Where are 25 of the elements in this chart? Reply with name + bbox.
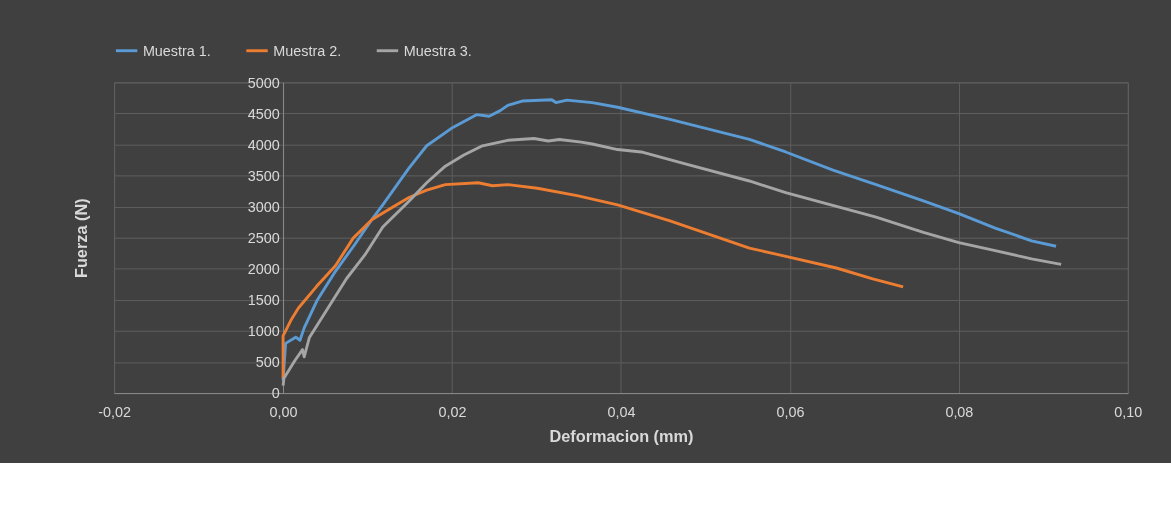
- x-tick-label: 0,10: [1114, 403, 1143, 420]
- y-tick-label: 500: [255, 354, 280, 371]
- legend-label: Muestra 1.: [142, 42, 211, 59]
- y-tick-label: 0: [271, 385, 280, 402]
- x-tick-label: 0,08: [945, 403, 974, 420]
- legend-label: Muestra 2.: [273, 42, 342, 59]
- y-tick-label: 4000: [247, 136, 280, 153]
- legend-label: Muestra 3.: [403, 42, 472, 59]
- y-tick-label: 3500: [247, 167, 280, 184]
- line-series: [281, 137, 1063, 388]
- x-tick-label: 0,02: [438, 403, 467, 420]
- y-axis-title: Fuerza (N): [71, 198, 90, 279]
- y-tick-label: 3000: [247, 198, 280, 215]
- y-tick-label: 2500: [247, 230, 280, 247]
- x-tick-label: 0,04: [607, 403, 636, 420]
- y-tick-label: 5000: [247, 74, 280, 91]
- x-axis-title: Deformacion (mm): [549, 426, 694, 445]
- line-series: [281, 181, 905, 380]
- x-tick-label: 0,00: [269, 403, 298, 420]
- y-tick-label: 1500: [247, 292, 280, 309]
- x-tick-label: 0,06: [776, 403, 805, 420]
- y-tick-label: 1000: [247, 323, 280, 340]
- y-tick-label: 4500: [247, 105, 280, 122]
- y-tick-label: 2000: [247, 261, 280, 278]
- x-tick-label: -0,02: [98, 403, 131, 420]
